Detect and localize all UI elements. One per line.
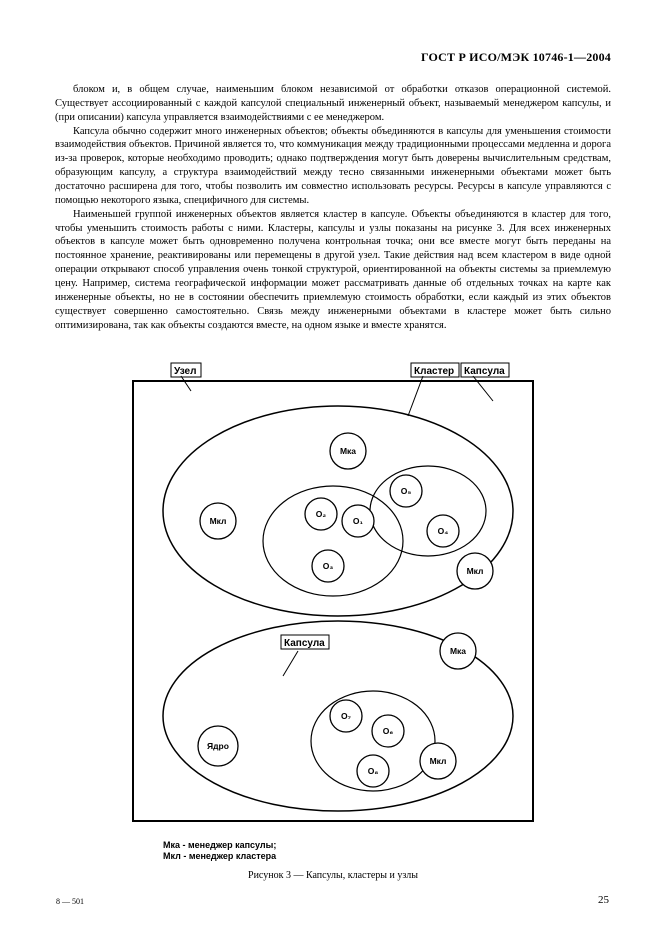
svg-text:О₄: О₄ xyxy=(438,526,449,536)
paragraph-2: Капсула обычно содержит много инженерных… xyxy=(55,125,611,208)
svg-text:Капсула: Капсула xyxy=(284,638,325,649)
page-number: 25 xyxy=(598,894,609,906)
svg-text:О₅: О₅ xyxy=(401,486,412,496)
svg-text:О₇: О₇ xyxy=(341,711,352,721)
svg-text:Мка: Мка xyxy=(450,646,466,656)
figure-caption: Рисунок 3 — Капсулы, кластеры и узлы xyxy=(123,870,543,881)
svg-text:О₃: О₃ xyxy=(323,561,334,571)
svg-text:О₆: О₆ xyxy=(383,726,394,736)
svg-text:О₁: О₁ xyxy=(353,516,364,526)
svg-text:Кластер: Кластер xyxy=(414,366,454,377)
svg-text:Капсула: Капсула xyxy=(464,366,505,377)
svg-text:Ядро: Ядро xyxy=(207,741,229,751)
svg-text:О₂: О₂ xyxy=(316,509,327,519)
svg-text:Мка: Мка xyxy=(340,446,356,456)
svg-text:Узел: Узел xyxy=(174,366,196,377)
legend-line-2: Мкл - менеджер кластера xyxy=(163,851,543,862)
figure-3: Узел Кластер Капсула Капсула Мка Мкл О₂ О₁ О₃ О₅ О… xyxy=(123,346,543,881)
legend-line-1: Мка - менеджер капсулы; xyxy=(163,840,543,851)
diagram-svg: Узел Кластер Капсула Капсула Мка Мкл О₂ О₁ О₃ О₅ О… xyxy=(123,346,543,836)
svg-text:Мкл: Мкл xyxy=(210,516,227,526)
paragraph-3: Наименьшей группой инженерных объектов я… xyxy=(55,208,611,333)
svg-text:Мкл: Мкл xyxy=(467,566,484,576)
paragraph-1: блоком и, в общем случае, наименьшим бло… xyxy=(55,83,611,125)
svg-text:Мкл: Мкл xyxy=(430,756,447,766)
legend: Мка - менеджер капсулы; Мкл - менеджер к… xyxy=(163,840,543,862)
svg-text:О₈: О₈ xyxy=(368,766,379,776)
body-text: блоком и, в общем случае, наименьшим бло… xyxy=(55,83,611,332)
footer-left: 8 — 501 xyxy=(56,897,84,906)
page-header: ГОСТ Р ИСО/МЭК 10746-1—2004 xyxy=(55,50,611,65)
